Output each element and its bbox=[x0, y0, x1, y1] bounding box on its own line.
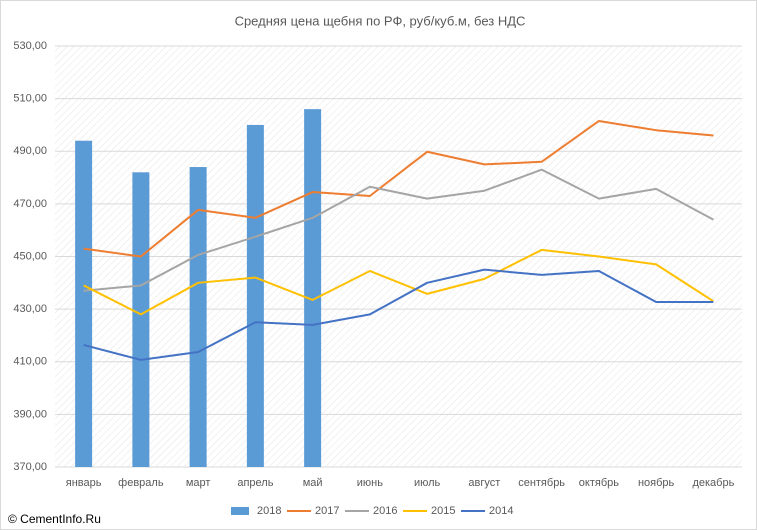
line bbox=[83, 119, 714, 258]
x-tick-label: февраль bbox=[118, 477, 164, 489]
x-tick-label: июнь bbox=[357, 477, 383, 489]
y-tick-label: 410,00 bbox=[13, 356, 47, 368]
line bbox=[83, 168, 714, 292]
legend-label: 2014 bbox=[489, 505, 513, 517]
y-tick-label: 510,00 bbox=[13, 93, 47, 105]
bar bbox=[246, 124, 264, 467]
chart-title: Средняя цена щебня по РФ, руб/куб.м, без… bbox=[235, 13, 526, 28]
x-tick-label: сентябрь bbox=[518, 477, 565, 489]
x-tick-label: декабрь bbox=[692, 477, 734, 489]
legend-label: 2015 bbox=[431, 505, 455, 517]
legend-label: 2017 bbox=[315, 505, 339, 517]
x-tick-label: апрель bbox=[237, 477, 273, 489]
x-tick-label: май bbox=[303, 477, 323, 489]
y-tick-label: 390,00 bbox=[13, 408, 47, 420]
x-tick-label: август bbox=[468, 477, 500, 489]
legend-label: 2018 bbox=[257, 505, 281, 517]
y-tick-label: 530,00 bbox=[13, 40, 47, 52]
bar bbox=[132, 172, 150, 468]
line bbox=[83, 268, 714, 361]
x-tick-label: ноябрь bbox=[638, 477, 675, 489]
y-tick-label: 430,00 bbox=[13, 303, 47, 315]
y-tick-label: 450,00 bbox=[13, 250, 47, 262]
y-tick-label: 490,00 bbox=[13, 145, 47, 157]
legend-label: 2016 bbox=[373, 505, 397, 517]
y-tick-label: 470,00 bbox=[13, 198, 47, 210]
bar bbox=[75, 140, 93, 467]
x-tick-label: январь bbox=[66, 477, 102, 489]
bar bbox=[189, 167, 207, 467]
line bbox=[83, 248, 714, 316]
watermark: © CementInfo.Ru bbox=[8, 512, 101, 526]
bar bbox=[304, 109, 322, 468]
legend-swatch bbox=[231, 507, 249, 515]
y-tick-label: 370,00 bbox=[13, 461, 47, 473]
x-tick-label: октябрь bbox=[579, 477, 619, 489]
x-tick-label: июль bbox=[414, 477, 441, 489]
x-tick-label: март bbox=[186, 477, 211, 489]
